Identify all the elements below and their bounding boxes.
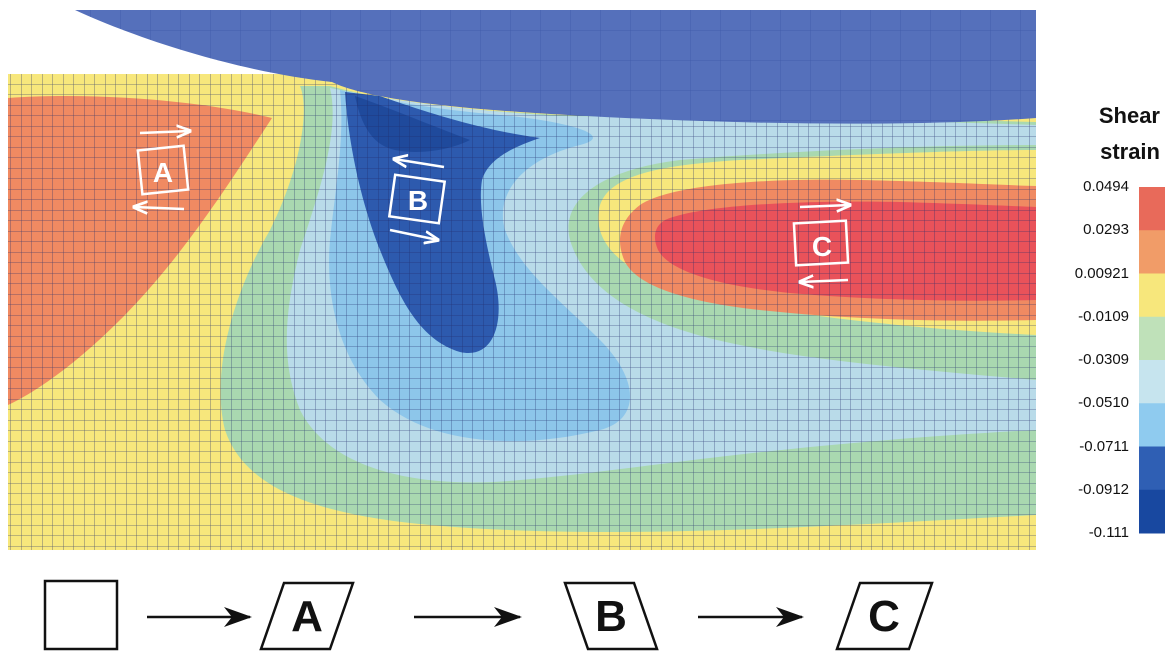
zone-a-marker: A xyxy=(134,131,190,209)
zone-c-top-arrow xyxy=(799,205,850,207)
legend-tick-label: -0.0912 xyxy=(1078,480,1129,498)
legend-tick-label: -0.111 xyxy=(1088,524,1129,541)
zone-c-marker: C xyxy=(792,205,850,282)
legend-swatch xyxy=(1139,187,1165,231)
legend-tick-label: -0.0309 xyxy=(1078,351,1129,368)
zone-b-marker: B xyxy=(387,159,447,240)
sequence-square xyxy=(43,579,119,651)
legend-title-line1: Shear xyxy=(1098,103,1160,128)
sequence-label-a: A xyxy=(291,592,323,641)
legend-tick-label: 0.0494 xyxy=(1083,178,1129,195)
legend-tick-label: 0.00921 xyxy=(1074,264,1129,282)
workpiece-contour xyxy=(8,74,1036,550)
legend-tick-label: -0.0109 xyxy=(1078,307,1129,325)
zone-a-bottom-arrow xyxy=(134,207,185,209)
legend-swatch xyxy=(1139,403,1165,447)
legend-color-bar xyxy=(1139,187,1165,534)
legend-tick-label: -0.0510 xyxy=(1078,394,1129,412)
legend-swatch xyxy=(1139,360,1165,404)
legend-swatch xyxy=(1139,489,1165,534)
legend-tick-label: 0.0293 xyxy=(1083,221,1129,239)
legend-swatch xyxy=(1139,273,1165,318)
zone-b-bottom-arrow xyxy=(389,228,438,240)
zone-b-label: B xyxy=(408,185,428,216)
sequence-shape-c xyxy=(835,581,934,651)
zone-a-label: A xyxy=(153,157,173,188)
tool-roller xyxy=(75,10,1036,124)
zone-c-bottom-arrow xyxy=(800,280,849,282)
deformation-sequence: A B C xyxy=(43,579,934,651)
legend-title-line2: strain xyxy=(1100,139,1160,164)
legend-tick-label: -0.0711 xyxy=(1079,437,1129,455)
legend-swatch xyxy=(1139,446,1165,491)
zone-b-top-arrow xyxy=(394,159,445,169)
sequence-label-c: C xyxy=(868,592,900,641)
legend-swatch xyxy=(1139,230,1165,274)
sequence-shape-a xyxy=(259,581,355,651)
zone-a-top-arrow xyxy=(139,131,190,133)
zone-c-label: C xyxy=(812,231,832,262)
sequence-label-b: B xyxy=(595,592,627,641)
sequence-shape-b xyxy=(563,581,659,651)
legend-swatch xyxy=(1139,316,1165,361)
